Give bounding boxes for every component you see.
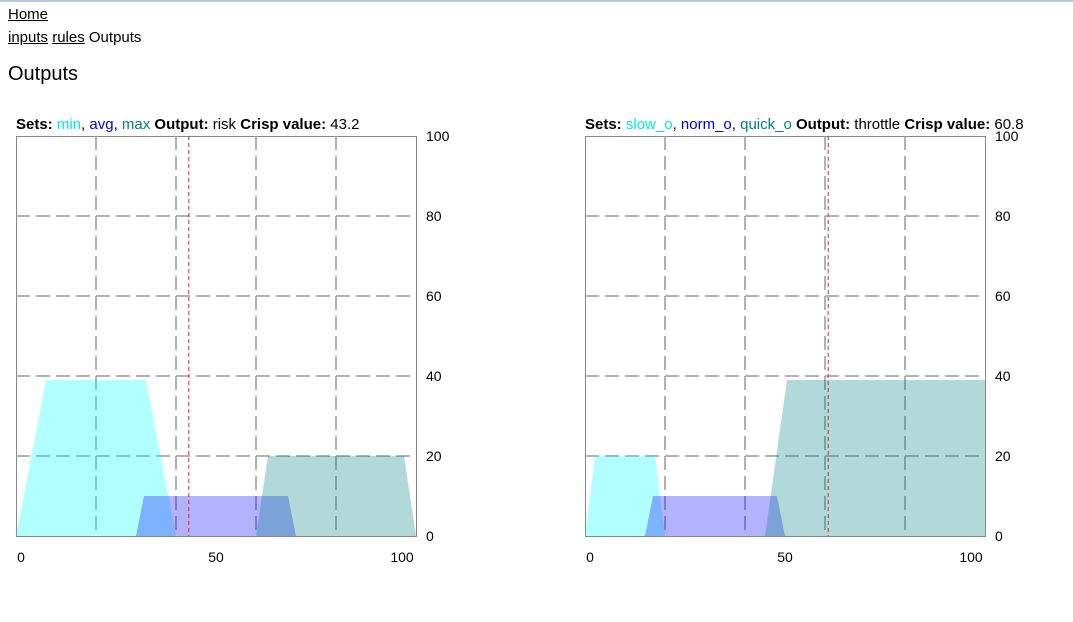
risk-membership-chart: 0 20 40 60 80 100 0 50 100: [16, 128, 450, 565]
membership-area-min: [16, 380, 176, 536]
x-tick-label: 50: [208, 549, 224, 565]
home-link[interactable]: Home: [8, 6, 49, 23]
x-tick-label: 0: [586, 549, 594, 565]
y-tick-label: 0: [995, 528, 1003, 544]
crisp-value: 43.2: [330, 116, 360, 133]
membership-area-max: [256, 456, 416, 536]
x-tick-label: 100: [959, 549, 983, 565]
output-name: risk: [212, 116, 237, 133]
y-tick-label: 100: [995, 128, 1019, 144]
breadcrumb-rules-link[interactable]: rules: [52, 29, 85, 46]
window-top-border: [0, 0, 1073, 2]
x-tick-label: 100: [390, 549, 414, 565]
y-tick-label: 40: [426, 368, 442, 384]
set-name-slow-o: slow_o: [625, 116, 673, 133]
y-tick-label: 20: [426, 448, 442, 464]
breadcrumb-inputs-link[interactable]: inputs: [8, 29, 49, 46]
chart-header-risk: Sets: min, avg, max Output: risk Crisp v…: [16, 116, 360, 133]
output-label: Output:: [795, 116, 851, 133]
output-name: throttle: [854, 116, 901, 133]
membership-area-slow-o: [585, 456, 665, 536]
y-tick-label: 40: [995, 368, 1011, 384]
plot-frame: [585, 136, 986, 537]
crisp-label: Crisp value:: [904, 116, 991, 133]
crisp-label: Crisp value:: [240, 116, 327, 133]
set-name-min: min: [56, 116, 82, 133]
y-tick-label: 20: [995, 448, 1011, 464]
sets-label: Sets:: [16, 116, 53, 133]
breadcrumb: inputs rules Outputs: [8, 29, 141, 46]
membership-area-quick-o: [765, 380, 985, 536]
y-tick-label: 60: [995, 288, 1011, 304]
plot-frame: [16, 136, 417, 537]
output-label: Output:: [154, 116, 209, 133]
y-tick-label: 60: [426, 288, 442, 304]
crisp-value: 60.8: [994, 116, 1024, 133]
set-name-max: max: [121, 116, 151, 133]
y-tick-label: 100: [426, 128, 450, 144]
sets-label: Sets:: [585, 116, 622, 133]
membership-area-norm-o: [645, 496, 785, 536]
x-tick-label: 50: [777, 549, 793, 565]
y-tick-label: 80: [426, 208, 442, 224]
set-name-avg: avg: [89, 116, 114, 133]
page-title: Outputs: [8, 63, 79, 85]
membership-area-avg: [136, 496, 296, 536]
set-name-quick-o: quick_o: [740, 116, 792, 133]
y-tick-label: 80: [995, 208, 1011, 224]
chart-header-throttle: Sets: slow_o, norm_o, quick_o Output: th…: [585, 116, 1024, 133]
x-tick-label: 0: [17, 549, 25, 565]
breadcrumb-current: Outputs: [88, 29, 142, 46]
set-name-norm-o: norm_o: [680, 116, 732, 133]
y-tick-label: 0: [426, 528, 434, 544]
